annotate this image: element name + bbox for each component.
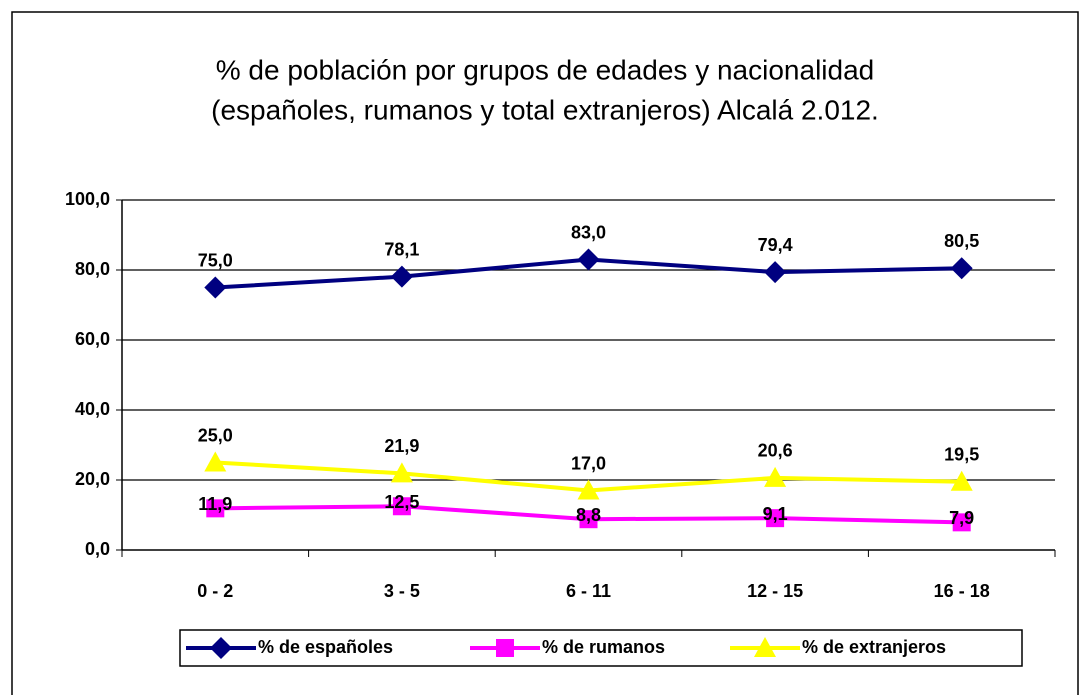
point [950, 257, 973, 280]
point [390, 265, 413, 288]
point [577, 479, 600, 500]
legend-marker [496, 639, 514, 657]
point [766, 509, 785, 528]
data-label: 20,6 [758, 441, 793, 461]
point [390, 462, 413, 483]
data-label: 8,8 [576, 505, 601, 525]
point [952, 513, 971, 532]
legend-label: % de rumanos [542, 637, 665, 657]
point [577, 248, 600, 271]
data-label: 83,0 [571, 222, 606, 242]
data-label: 12,5 [384, 492, 419, 512]
x-tick-label: 3 - 5 [384, 581, 420, 601]
data-label: 75,0 [198, 250, 233, 270]
legend-label: % de extranjeros [802, 637, 946, 657]
y-tick-label: 0,0 [85, 539, 110, 559]
data-label: 78,1 [384, 239, 419, 259]
chart-title: (españoles, rumanos y total extranjeros)… [211, 94, 879, 125]
legend-marker [754, 637, 776, 657]
data-label: 80,5 [944, 231, 979, 251]
chart-title: % de población por grupos de edades y na… [216, 54, 874, 85]
legend-marker [210, 637, 232, 659]
chart-border [11, 11, 1079, 695]
point [204, 276, 227, 299]
data-label: 21,9 [384, 436, 419, 456]
x-tick-label: 6 - 11 [566, 581, 611, 601]
point [206, 499, 225, 518]
point [764, 261, 787, 284]
x-tick-label: 0 - 2 [197, 581, 233, 601]
y-tick-label: 40,0 [75, 399, 110, 419]
data-label: 9,1 [763, 504, 788, 524]
point [392, 497, 411, 516]
x-tick-label: 16 - 18 [934, 581, 990, 601]
point [764, 466, 787, 487]
y-tick-label: 20,0 [75, 469, 110, 489]
data-label: 11,9 [198, 494, 232, 514]
y-tick-label: 60,0 [75, 329, 110, 349]
data-label: 7,9 [949, 508, 974, 528]
point [950, 470, 973, 491]
y-tick-label: 80,0 [75, 259, 110, 279]
legend-box [179, 629, 1023, 667]
data-label: 79,4 [758, 235, 793, 255]
x-tick-label: 12 - 15 [747, 581, 803, 601]
y-tick-label: 100,0 [65, 189, 110, 209]
legend-label: % de españoles [258, 637, 393, 657]
data-label: 19,5 [944, 445, 979, 465]
data-label: 17,0 [571, 453, 606, 473]
point [204, 451, 227, 472]
data-label: 25,0 [198, 425, 233, 445]
point [579, 510, 598, 529]
